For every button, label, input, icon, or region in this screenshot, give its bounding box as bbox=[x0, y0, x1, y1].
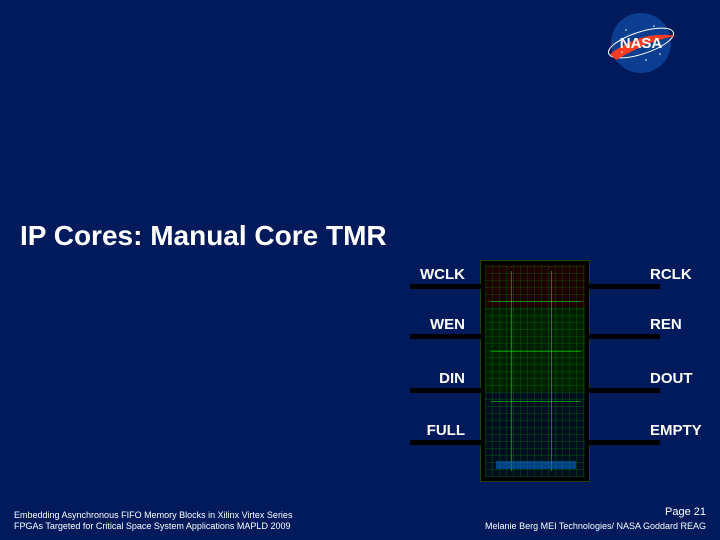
port-row-3: FULL EMPTY bbox=[370, 422, 700, 444]
port-bar bbox=[588, 388, 660, 393]
port-label-ren: REN bbox=[650, 316, 682, 333]
port-bar bbox=[410, 284, 482, 289]
port-row-0: WCLK RCLK bbox=[370, 266, 700, 288]
port-bar bbox=[410, 440, 482, 445]
port-bar bbox=[588, 440, 660, 445]
port-row-1: WEN REN bbox=[370, 316, 700, 338]
nasa-logo: NASA bbox=[602, 10, 680, 76]
svg-text:NASA: NASA bbox=[620, 35, 663, 52]
port-label-dout: DOUT bbox=[650, 370, 693, 387]
footer-author: Melanie Berg MEI Technologies/ NASA Godd… bbox=[485, 521, 706, 532]
slide-title: IP Cores: Manual Core TMR bbox=[20, 220, 387, 252]
slide: NASA IP Cores: Manual Core TMR WCLK RCLK bbox=[0, 0, 720, 540]
port-label-wclk: WCLK bbox=[420, 266, 465, 283]
footer-presentation-title-1: Embedding Asynchronous FIFO Memory Block… bbox=[14, 510, 292, 521]
port-bar bbox=[588, 334, 660, 339]
footer-left: Embedding Asynchronous FIFO Memory Block… bbox=[14, 510, 292, 533]
footer-presentation-title-2: FPGAs Targeted for Critical Space System… bbox=[14, 521, 292, 532]
port-label-din: DIN bbox=[439, 370, 465, 387]
footer-right: Page 21 Melanie Berg MEI Technologies/ N… bbox=[485, 506, 706, 532]
port-bar bbox=[410, 388, 482, 393]
port-bar bbox=[588, 284, 660, 289]
port-label-wen: WEN bbox=[430, 316, 465, 333]
footer: Embedding Asynchronous FIFO Memory Block… bbox=[14, 506, 706, 532]
port-label-rclk: RCLK bbox=[650, 266, 692, 283]
page-number: Page 21 bbox=[485, 506, 706, 520]
port-label-empty: EMPTY bbox=[650, 422, 702, 439]
port-row-2: DIN DOUT bbox=[370, 370, 700, 392]
port-label-full: FULL bbox=[427, 422, 465, 439]
block-diagram: WCLK RCLK WEN REN DIN DOUT FULL EMPTY bbox=[370, 260, 700, 500]
port-bar bbox=[410, 334, 482, 339]
